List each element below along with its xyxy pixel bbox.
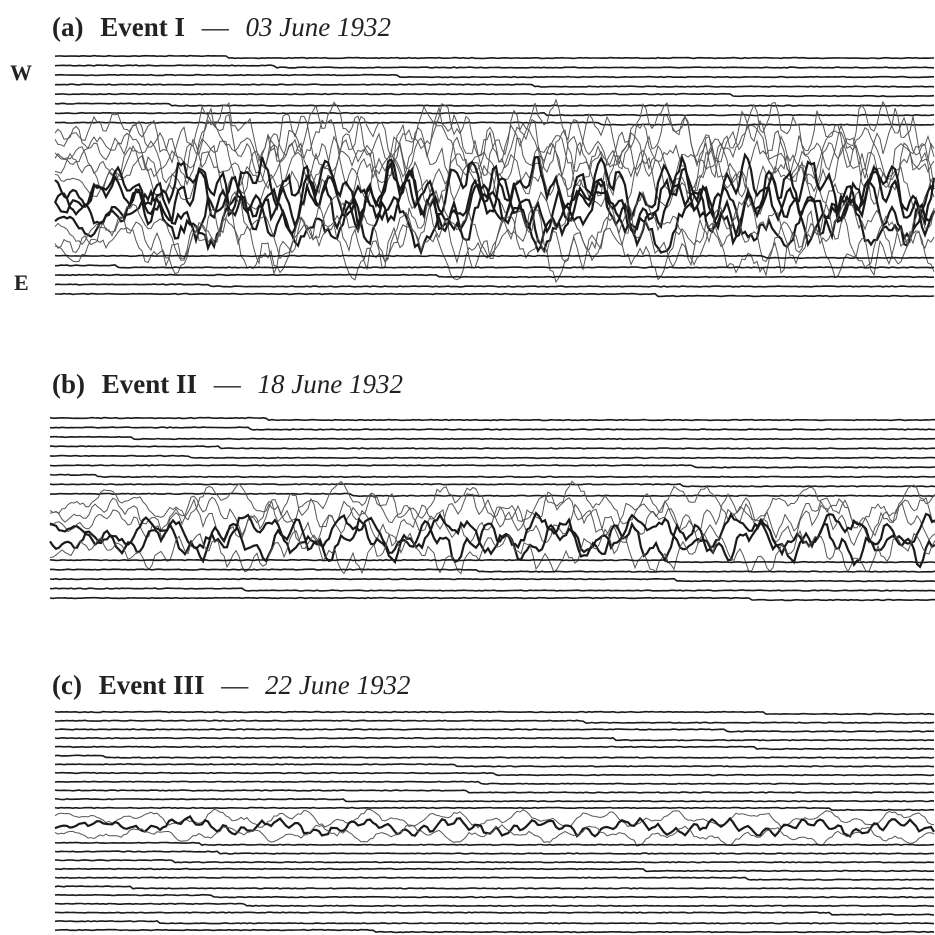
trace [54, 797, 935, 803]
trace [54, 142, 935, 215]
panel-title: (b) Event II — 18 June 1932 [52, 369, 403, 399]
trace [49, 445, 935, 450]
separator: — [213, 369, 242, 399]
trace [54, 152, 935, 229]
event-name: Event III [99, 670, 205, 700]
trace [49, 454, 935, 460]
panel-title: (c) Event III — 22 June 1932 [52, 670, 410, 700]
separator: — [201, 12, 230, 42]
separator: — [220, 670, 249, 700]
trace [54, 54, 934, 60]
event-date: 03 June 1932 [246, 12, 391, 42]
trace [54, 283, 935, 288]
trace [54, 841, 935, 847]
panel-label: (a) [52, 12, 83, 42]
trace [54, 64, 935, 69]
trace [49, 516, 935, 569]
panel-label: (c) [52, 670, 82, 700]
event-date: 22 June 1932 [265, 670, 410, 700]
trace [54, 736, 935, 742]
trace [55, 911, 935, 916]
trace [54, 728, 935, 733]
seismogram-traces [49, 54, 935, 934]
trace [54, 83, 935, 88]
trace [54, 111, 935, 117]
trace [54, 876, 935, 881]
trace [55, 858, 934, 864]
trace [54, 102, 935, 107]
trace [54, 201, 935, 277]
trace [54, 160, 935, 239]
trace [54, 105, 935, 179]
trace [54, 920, 935, 925]
trace [54, 928, 935, 934]
trace [50, 492, 935, 498]
trace [54, 121, 935, 126]
trace [54, 98, 935, 171]
trace [55, 73, 935, 79]
trace [54, 763, 935, 768]
trace [54, 172, 935, 248]
trace [49, 528, 935, 575]
trace [49, 577, 935, 583]
trace [54, 710, 935, 716]
trace [49, 483, 935, 488]
trace [49, 473, 935, 479]
trace [54, 745, 935, 751]
trace [49, 491, 935, 540]
trace [54, 719, 935, 724]
trace [54, 780, 935, 786]
trace [49, 587, 935, 592]
trace [54, 902, 935, 908]
trace [54, 254, 935, 260]
trace [54, 806, 935, 812]
trace [49, 426, 935, 431]
trace [54, 273, 934, 279]
axis-label: E [14, 270, 29, 295]
event-date: 18 June 1932 [258, 369, 403, 399]
trace [49, 558, 935, 564]
event-name: Event I [100, 12, 185, 42]
trace [54, 126, 935, 202]
panel-title: (a) Event I — 03 June 1932 [52, 12, 391, 42]
trace [50, 568, 935, 573]
trace [49, 596, 935, 602]
trace [49, 511, 935, 557]
trace [54, 211, 935, 284]
trace [55, 292, 935, 298]
trace [49, 416, 935, 422]
axis-label: W [10, 60, 32, 85]
trace [49, 435, 935, 441]
trace [49, 480, 935, 528]
trace [49, 464, 935, 469]
event-name: Event II [102, 369, 197, 399]
trace [54, 824, 935, 847]
trace [55, 92, 935, 98]
trace [54, 867, 935, 873]
trace [49, 498, 935, 547]
trace [54, 893, 935, 899]
trace [54, 754, 935, 759]
trace [54, 771, 935, 777]
trace [55, 264, 935, 269]
panel-label: (b) [52, 369, 85, 399]
trace [54, 885, 935, 890]
trace [54, 789, 935, 794]
trace [54, 850, 934, 855]
